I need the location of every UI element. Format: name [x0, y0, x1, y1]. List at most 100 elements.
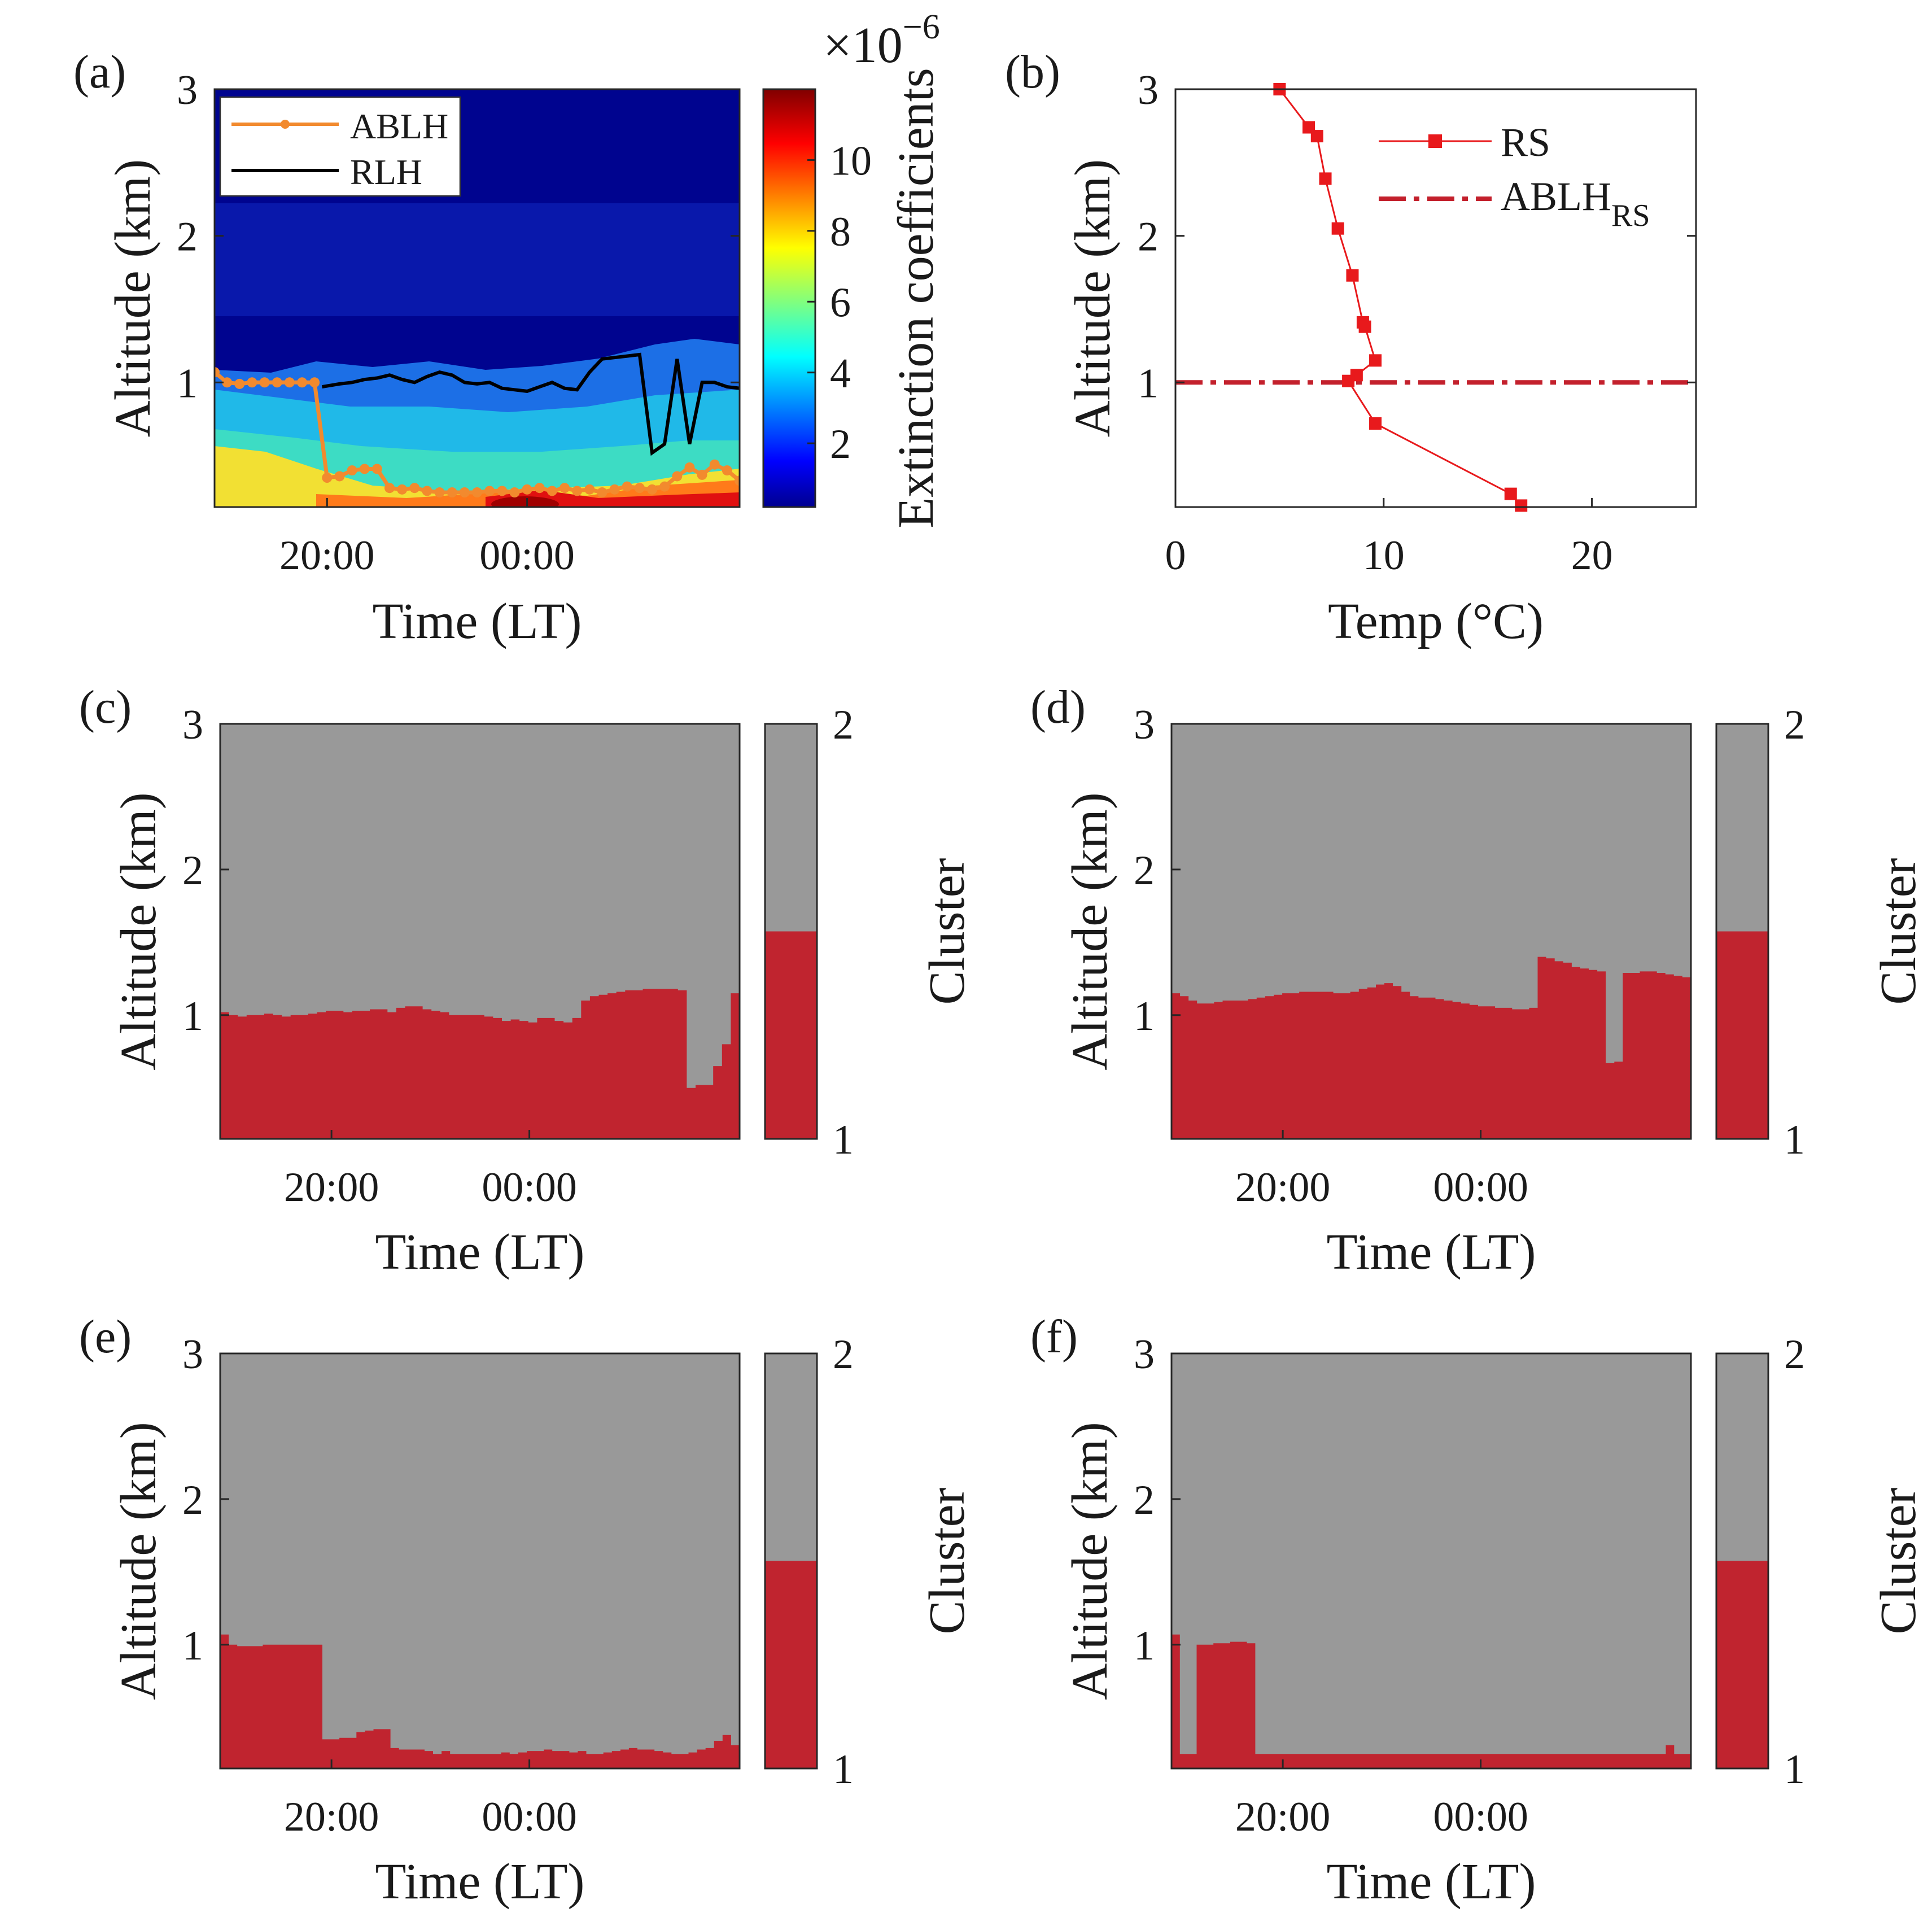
colorbar-tick-label: 1 — [833, 1746, 854, 1793]
ablh-point — [222, 377, 233, 388]
colorbar-label-f: Cluster — [1870, 1487, 1926, 1634]
colorbar-frame — [764, 1352, 818, 1770]
x-tick-label: 00:00 — [482, 1794, 577, 1840]
y-axis-label-c: Altitude (km) — [111, 792, 167, 1070]
ablh-point — [735, 475, 740, 486]
colorbar-frame — [1715, 1352, 1769, 1770]
x-tick-label: 20:00 — [284, 1164, 379, 1211]
y-tick-label: 3 — [182, 702, 203, 748]
colorbar-tick-label: 1 — [833, 1117, 854, 1163]
y-tick-label: 1 — [1134, 1623, 1155, 1669]
colorbar-exponent-power: −6 — [903, 8, 940, 46]
x-tick-label: 10 — [1363, 532, 1405, 579]
colorbar-f: 2 1 Cluster — [1715, 1331, 1926, 1793]
y-axis-label-b: Altitude (km) — [1065, 159, 1121, 437]
rs-point — [1358, 320, 1371, 333]
panel-b: RS ABLHRS 123 0 10 20 (b) Altitude (km) Te… — [1005, 46, 1697, 649]
rs-point — [1346, 269, 1359, 282]
x-tick-label: 00:00 — [482, 1164, 577, 1211]
cluster-1-region — [220, 989, 740, 1139]
colorbar-cluster-2 — [765, 724, 817, 932]
y-tick-label: 3 — [1134, 702, 1155, 748]
ablh-point — [697, 469, 707, 480]
y-tick-label: 1 — [182, 993, 203, 1040]
ablh-point — [472, 487, 482, 498]
colorbar-cluster-2 — [1716, 724, 1768, 932]
y-tick-label: 3 — [1134, 1331, 1155, 1378]
colorbar-label-c: Cluster — [919, 858, 975, 1005]
x-tick-label: 00:00 — [479, 532, 575, 579]
colorbar-tick-label: 8 — [830, 209, 851, 255]
legend-ablh-label: ABLH — [350, 106, 448, 146]
x-tick-label: 00:00 — [1433, 1794, 1528, 1840]
ablh-point — [672, 471, 683, 482]
ablh-point — [634, 483, 645, 493]
axes-frame-b — [1174, 88, 1697, 508]
ablh-point — [684, 462, 695, 473]
colorbar-tick-label: 1 — [1784, 1117, 1805, 1163]
panel-label-e: (e) — [79, 1311, 132, 1363]
colorbar-d: 2 1 Cluster — [1715, 702, 1926, 1163]
colorbar-tick-label: 2 — [1784, 1331, 1805, 1378]
colorbar-frame — [762, 88, 816, 508]
heatmap-peak — [491, 496, 559, 507]
ablh-point — [234, 378, 245, 389]
x-tick-label: 20:00 — [279, 532, 375, 579]
colorbar-frame — [1715, 723, 1769, 1140]
y-tick-label: 2 — [182, 848, 203, 894]
series-rs-markers — [1273, 83, 1528, 512]
rs-point — [1369, 417, 1382, 430]
colorbar-cluster-1 — [1716, 1561, 1768, 1768]
legend-rs-label: RS — [1501, 120, 1550, 165]
rs-point — [1515, 499, 1528, 512]
colorbar-tick-label: 2 — [830, 421, 851, 468]
ablh-point — [284, 377, 295, 388]
rs-point — [1319, 172, 1332, 185]
ablh-point — [597, 487, 607, 498]
cluster-1-region — [220, 1634, 740, 1768]
ablh-point — [547, 486, 557, 496]
ablh-point — [497, 486, 508, 496]
panel-a: ABLH RLH 1 2 3 20:00 00:00 (a) Altitude (km… — [73, 8, 944, 649]
ablh-point — [371, 464, 382, 474]
y-axis-label-f: Altitude (km) — [1062, 1422, 1118, 1700]
panel-label-b: (b) — [1005, 46, 1060, 98]
colorbar-label-e: Cluster — [919, 1487, 975, 1634]
colorbar-c: 2 1 Cluster — [764, 702, 975, 1163]
ablh-point — [509, 487, 520, 498]
panel-c: 1 2 3 20:00 00:00 (c) Altitude (km) Time (LT) 2 1… — [79, 681, 975, 1280]
ablh-point — [622, 481, 632, 492]
colorbar-label-d: Cluster — [1870, 858, 1926, 1005]
legend-rs-marker — [1428, 134, 1442, 148]
cluster-1-region — [1172, 957, 1691, 1139]
ablh-point — [397, 484, 408, 495]
x-ticks-b: 0 10 20 — [1165, 498, 1613, 579]
legend-rlh-label: RLH — [350, 152, 422, 192]
colorbar-tick-label: 6 — [830, 279, 851, 326]
colorbar-exponent: ×10−6 — [823, 8, 940, 73]
ablh-point — [334, 471, 345, 482]
rs-point — [1310, 130, 1323, 143]
y-axis-label-a: Altitude (km) — [105, 159, 161, 437]
ablh-point — [434, 487, 445, 498]
panel-d: 1 2 3 20:00 00:00 (d) Altitude (km) Time (LT) 2 1… — [1030, 681, 1926, 1280]
panel-label-d: (d) — [1030, 681, 1086, 733]
colorbar-e: 2 1 Cluster — [764, 1331, 975, 1793]
y-tick-label: 2 — [182, 1477, 203, 1523]
ablh-point — [259, 377, 270, 388]
colorbar-tick-label: 4 — [830, 351, 851, 397]
y-axis-label-d: Altitude (km) — [1062, 792, 1118, 1070]
ablh-point — [384, 483, 395, 493]
series-rlh-line — [321, 352, 740, 456]
ablh-point — [272, 377, 282, 388]
series-ablh-markers — [215, 367, 740, 498]
ablh-point — [409, 483, 420, 493]
y-tick-label: 2 — [1138, 214, 1159, 260]
x-axis-label-c: Time (LT) — [375, 1224, 585, 1280]
legend-box-a — [219, 96, 461, 197]
colorbar-tick-label: 1 — [1784, 1746, 1805, 1793]
heatmap-band-upper — [215, 203, 740, 316]
x-axis-label-d: Time (LT) — [1327, 1224, 1536, 1280]
